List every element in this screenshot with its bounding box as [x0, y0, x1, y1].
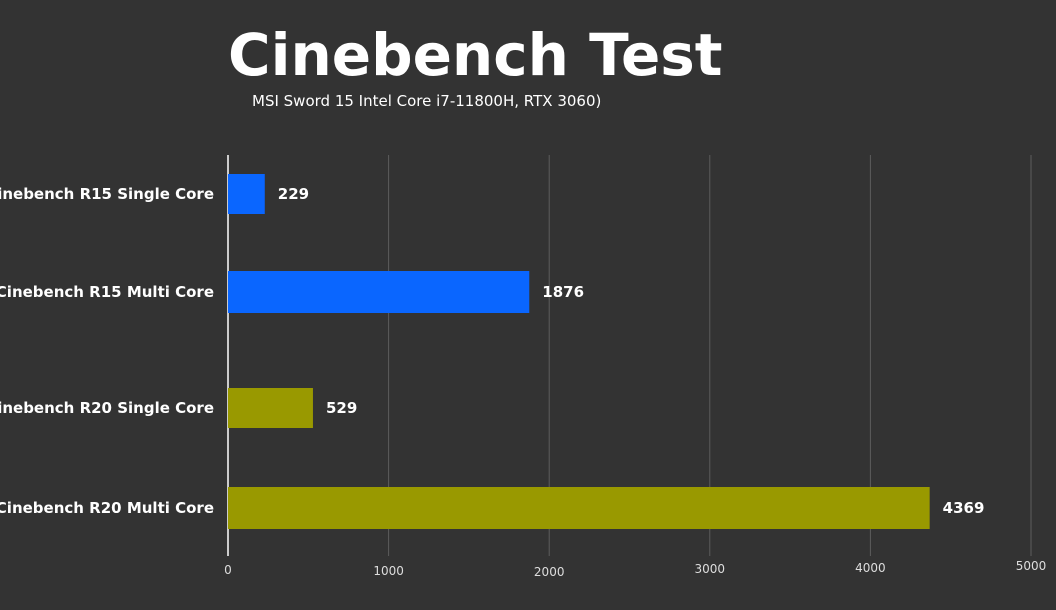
x-tick-label: 1000	[373, 564, 404, 578]
x-tick-label: 4000	[855, 561, 886, 575]
category-label: Cinebench R15 Multi Core	[0, 283, 214, 301]
bar	[228, 388, 313, 428]
x-tick-label: 2000	[534, 565, 565, 579]
category-label: Cinebench R15 Single Core	[0, 185, 214, 203]
x-tick-label: 5000	[1016, 559, 1047, 573]
chart-title: Cinebench Test	[228, 21, 723, 89]
data-label: 1876	[542, 283, 584, 301]
data-label: 229	[278, 185, 309, 203]
bar	[228, 271, 530, 313]
bar	[228, 174, 265, 214]
x-tick-label: 0	[224, 563, 232, 577]
data-label: 529	[326, 399, 357, 417]
category-label: Cinebench R20 Multi Core	[0, 499, 214, 517]
x-tick-label: 3000	[695, 562, 726, 576]
data-label: 4369	[943, 499, 985, 517]
category-label: Cinebench R20 Single Core	[0, 399, 214, 417]
chart-subtitle: MSI Sword 15 Intel Core i7-11800H, RTX 3…	[252, 92, 602, 110]
bar	[228, 487, 930, 529]
